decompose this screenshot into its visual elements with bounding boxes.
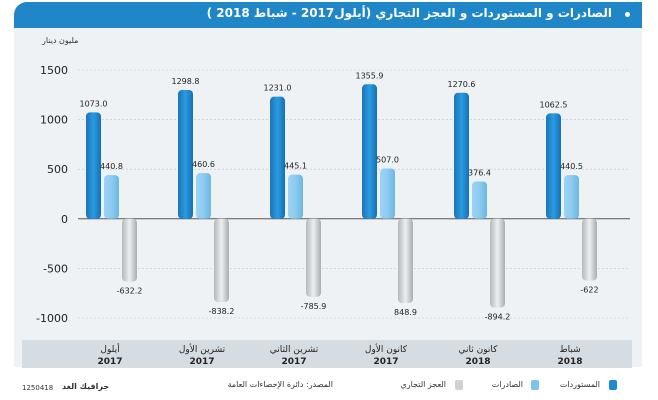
- y-tick-label: 500: [47, 163, 68, 176]
- data-label-imports: 1231.0: [264, 84, 292, 93]
- credit-code: 1250418: [22, 384, 54, 392]
- y-tick-label: -500: [43, 262, 68, 275]
- legend-label-deficit: العجز التجاري: [400, 380, 446, 389]
- y-tick-label: 1000: [40, 114, 68, 127]
- data-label-exports: 460.6: [192, 160, 215, 169]
- bar-deficit: [214, 218, 229, 302]
- data-label-deficit: -785.9: [301, 302, 327, 311]
- bar-exports: [104, 175, 119, 219]
- data-label-exports: 440.5: [560, 162, 583, 171]
- x-tick-label-month: تشرين الثاني: [270, 345, 319, 355]
- data-label-exports: 376.4: [468, 168, 491, 177]
- source-note: المصدر: دائرة الإحصاءات العامة: [227, 380, 333, 389]
- y-axis-unit-label: مليون دينار: [42, 36, 79, 45]
- x-tick-label-month: شباط: [559, 345, 580, 355]
- data-label-imports: 1298.8: [172, 77, 200, 86]
- y-tick-label: 0: [61, 213, 68, 226]
- bar-deficit: [582, 218, 597, 281]
- legend-label-imports: المستوردات: [559, 380, 600, 389]
- data-label-exports: 440.8: [100, 162, 123, 171]
- x-tick-label-year: 2017: [373, 357, 398, 367]
- bar-deficit: [306, 218, 321, 297]
- data-label-deficit: -894.2: [485, 313, 511, 322]
- bullet-icon: [625, 12, 630, 17]
- bar-imports: [178, 89, 193, 219]
- x-tick-label-month: تشرين الأول: [179, 343, 226, 355]
- x-tick-label-month: كانون الأول: [365, 343, 408, 355]
- bar-exports: [196, 173, 211, 219]
- title-bar: الصادرات و المستوردات و العجز التجاري (أ…: [14, 2, 642, 28]
- bar-exports: [472, 181, 487, 219]
- credit-label: جرافيك الغد: [62, 382, 110, 391]
- chart-title: الصادرات و المستوردات و العجز التجاري (أ…: [206, 6, 612, 20]
- data-label-deficit: -622: [580, 286, 598, 295]
- data-label-exports: 507.0: [376, 156, 399, 165]
- y-tick-label: 1500: [40, 64, 68, 77]
- legend-swatch-exports: [531, 380, 539, 390]
- bar-imports: [546, 113, 561, 219]
- bar-imports: [270, 96, 285, 219]
- y-tick-label: -1000: [36, 312, 68, 325]
- legend-label-exports: الصادرات: [491, 380, 523, 389]
- x-tick-label-month: كانون ثاني: [459, 345, 499, 355]
- data-label-imports: 1062.5: [540, 100, 568, 109]
- x-tick-label-month: أيلول: [100, 343, 119, 355]
- bar-imports: [454, 92, 469, 219]
- bar-imports: [362, 84, 377, 219]
- bar-imports: [86, 112, 101, 219]
- data-label-deficit: 848.9: [394, 308, 417, 317]
- x-tick-label-year: 2017: [281, 357, 306, 367]
- data-label-imports: 1355.9: [356, 71, 384, 80]
- bar-exports: [288, 174, 303, 219]
- data-label-imports: 1270.6: [448, 80, 476, 89]
- x-tick-label-year: 2018: [465, 357, 490, 367]
- bar-exports: [564, 175, 579, 219]
- bar-deficit: [490, 218, 505, 308]
- data-label-deficit: -632.2: [117, 287, 143, 296]
- x-tick-label-year: 2017: [189, 357, 214, 367]
- legend-swatch-imports: [609, 380, 617, 390]
- x-tick-label-year: 2017: [97, 357, 122, 367]
- x-tick-label-year: 2018: [557, 357, 582, 367]
- legend-swatch-deficit: [455, 380, 463, 390]
- data-label-exports: 445.1: [284, 162, 307, 171]
- category-strip: [22, 340, 632, 368]
- bar-deficit: [398, 218, 413, 304]
- bar-exports: [380, 168, 395, 219]
- bar-deficit: [122, 218, 137, 282]
- data-label-imports: 1073.0: [80, 99, 108, 108]
- data-label-deficit: -838.2: [209, 307, 235, 316]
